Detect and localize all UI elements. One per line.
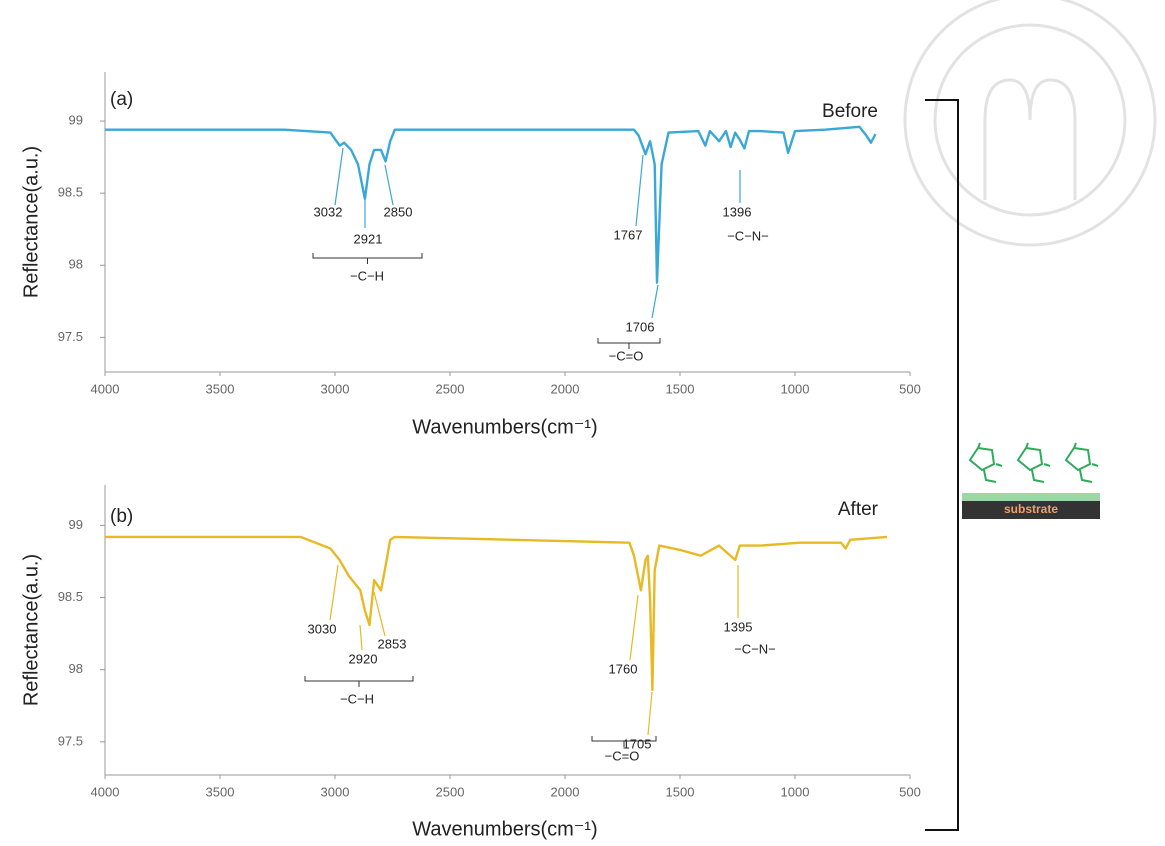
leader-line <box>374 592 385 636</box>
peak-label: 2853 <box>378 636 407 651</box>
group-bracket <box>598 338 660 349</box>
panel-label: (a) <box>110 89 133 110</box>
leader-line <box>652 285 658 318</box>
group-label: −C=O <box>605 748 640 763</box>
y-tick-label: 97.5 <box>58 329 83 344</box>
x-axis-title: Wavenumbers(cm⁻¹) <box>412 818 597 840</box>
leader-line <box>636 155 643 226</box>
inset-label: substrate <box>1004 502 1058 516</box>
x-tick-label: 1000 <box>781 381 810 396</box>
leader-line <box>360 625 362 650</box>
group-bracket <box>313 253 422 264</box>
x-tick-label: 2000 <box>551 784 580 799</box>
peak-label: 1396 <box>723 204 752 219</box>
y-tick-label: 98.5 <box>58 185 83 200</box>
layer <box>962 493 1100 501</box>
y-tick-label: 98.5 <box>58 589 83 604</box>
peak-label: 2920 <box>349 651 378 666</box>
peak-label: 3030 <box>308 621 337 636</box>
x-tick-label: 500 <box>899 381 921 396</box>
x-tick-label: 4000 <box>91 784 120 799</box>
y-tick-label: 99 <box>69 517 83 532</box>
group-label: −C−H <box>340 691 374 706</box>
leader-line <box>648 692 652 735</box>
y-axis-title: Reflectance(a.u.) <box>20 554 42 706</box>
x-tick-label: 2500 <box>436 784 465 799</box>
series-label: Before <box>822 101 878 122</box>
spectrum-line <box>105 537 887 690</box>
figure: substrate 97.5 98 98.5 99 4000 3500 3000 2500 20… <box>0 0 1165 841</box>
y-axis-title: Reflectance(a.u.) <box>20 146 42 298</box>
x-tick-label: 2000 <box>551 381 580 396</box>
y-tick-label: 98 <box>69 661 83 676</box>
axes <box>105 72 910 372</box>
x-tick-label: 1500 <box>666 381 695 396</box>
inset: substrate <box>962 443 1100 519</box>
y-tick-label: 98 <box>69 257 83 272</box>
leader-line <box>335 148 343 205</box>
group-label: −C−N− <box>727 228 769 243</box>
group-label: −C−H <box>350 268 384 283</box>
group-label: −C=O <box>609 348 644 363</box>
group-label: −C−N− <box>734 641 776 656</box>
peak-label: 1395 <box>724 619 753 634</box>
peak-label: 1767 <box>614 227 643 242</box>
x-tick-label: 3000 <box>321 784 350 799</box>
panel-label: (b) <box>110 506 133 527</box>
axes <box>105 485 910 775</box>
x-tick-label: 3000 <box>321 381 350 396</box>
spectrum-line <box>105 127 876 283</box>
y-tick-label: 99 <box>69 112 83 127</box>
x-tick-label: 2500 <box>436 381 465 396</box>
peak-label: 1706 <box>626 319 655 334</box>
series-label: After <box>838 499 879 520</box>
peak-label: 2850 <box>384 204 413 219</box>
x-tick-label: 500 <box>899 784 921 799</box>
page: substrate 97.5 98 98.5 99 4000 3500 3000 2500 20… <box>0 0 1165 846</box>
y-tick-label: 97.5 <box>58 733 83 748</box>
annotations <box>335 148 740 318</box>
x-axis-title: Wavenumbers(cm⁻¹) <box>412 416 597 438</box>
peak-label: 1760 <box>609 661 638 676</box>
group-bracket <box>305 676 413 687</box>
x-tick-label: 3500 <box>206 381 235 396</box>
peak-label: 2921 <box>354 231 383 246</box>
x-tick-label: 3500 <box>206 784 235 799</box>
leader-line <box>330 565 338 620</box>
leader-line <box>630 595 638 660</box>
x-tick-label: 1500 <box>666 784 695 799</box>
x-tick-label: 4000 <box>91 381 120 396</box>
leader-line <box>385 165 393 205</box>
peak-label: 3032 <box>314 204 343 219</box>
x-tick-label: 1000 <box>781 784 810 799</box>
watermark <box>905 0 1155 245</box>
